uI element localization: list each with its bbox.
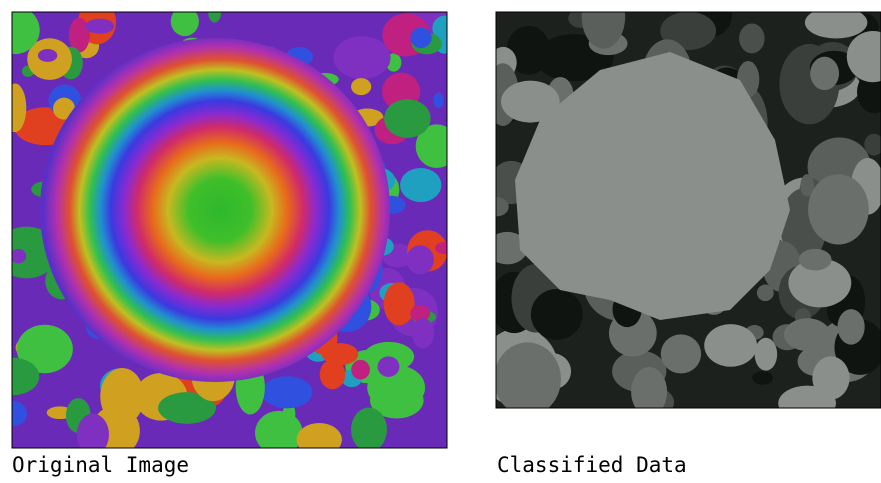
blob — [333, 36, 390, 79]
caption: Original Image — [12, 453, 189, 477]
blob — [631, 367, 667, 416]
blob — [799, 249, 832, 271]
blob — [752, 371, 773, 385]
blob — [494, 342, 561, 416]
blob — [837, 309, 864, 344]
blob — [784, 318, 831, 351]
blob — [297, 423, 342, 456]
blob — [351, 360, 370, 380]
classified-image — [481, 0, 881, 421]
figure: Original Image Classified Data — [0, 0, 881, 483]
blob — [378, 356, 400, 377]
blob — [704, 324, 757, 367]
blob — [384, 282, 415, 325]
blob — [531, 289, 583, 340]
page: Original Image Classified Data (() => { … — [0, 0, 881, 483]
blob — [810, 57, 839, 90]
blob — [384, 99, 430, 138]
blob — [812, 356, 849, 399]
blob — [805, 7, 867, 39]
caption: Classified Data — [497, 453, 687, 477]
blob — [435, 242, 455, 254]
blob — [320, 360, 346, 390]
blob — [739, 23, 765, 53]
blob — [10, 249, 26, 264]
blob — [808, 174, 869, 244]
blob — [433, 93, 443, 109]
blob — [77, 414, 109, 456]
blob — [4, 84, 26, 133]
original-image — [0, 0, 458, 456]
blob — [351, 408, 387, 452]
blob — [29, 130, 41, 143]
blob — [410, 27, 431, 48]
blob — [661, 334, 701, 373]
blob — [171, 7, 199, 36]
blob — [757, 285, 774, 302]
blob — [400, 168, 441, 202]
blob — [755, 338, 778, 371]
blob — [412, 318, 434, 348]
blob — [38, 49, 57, 62]
fringe-rings — [40, 38, 390, 382]
blob — [262, 376, 313, 408]
blob — [351, 78, 371, 95]
blob — [85, 19, 114, 34]
blob — [406, 245, 434, 274]
